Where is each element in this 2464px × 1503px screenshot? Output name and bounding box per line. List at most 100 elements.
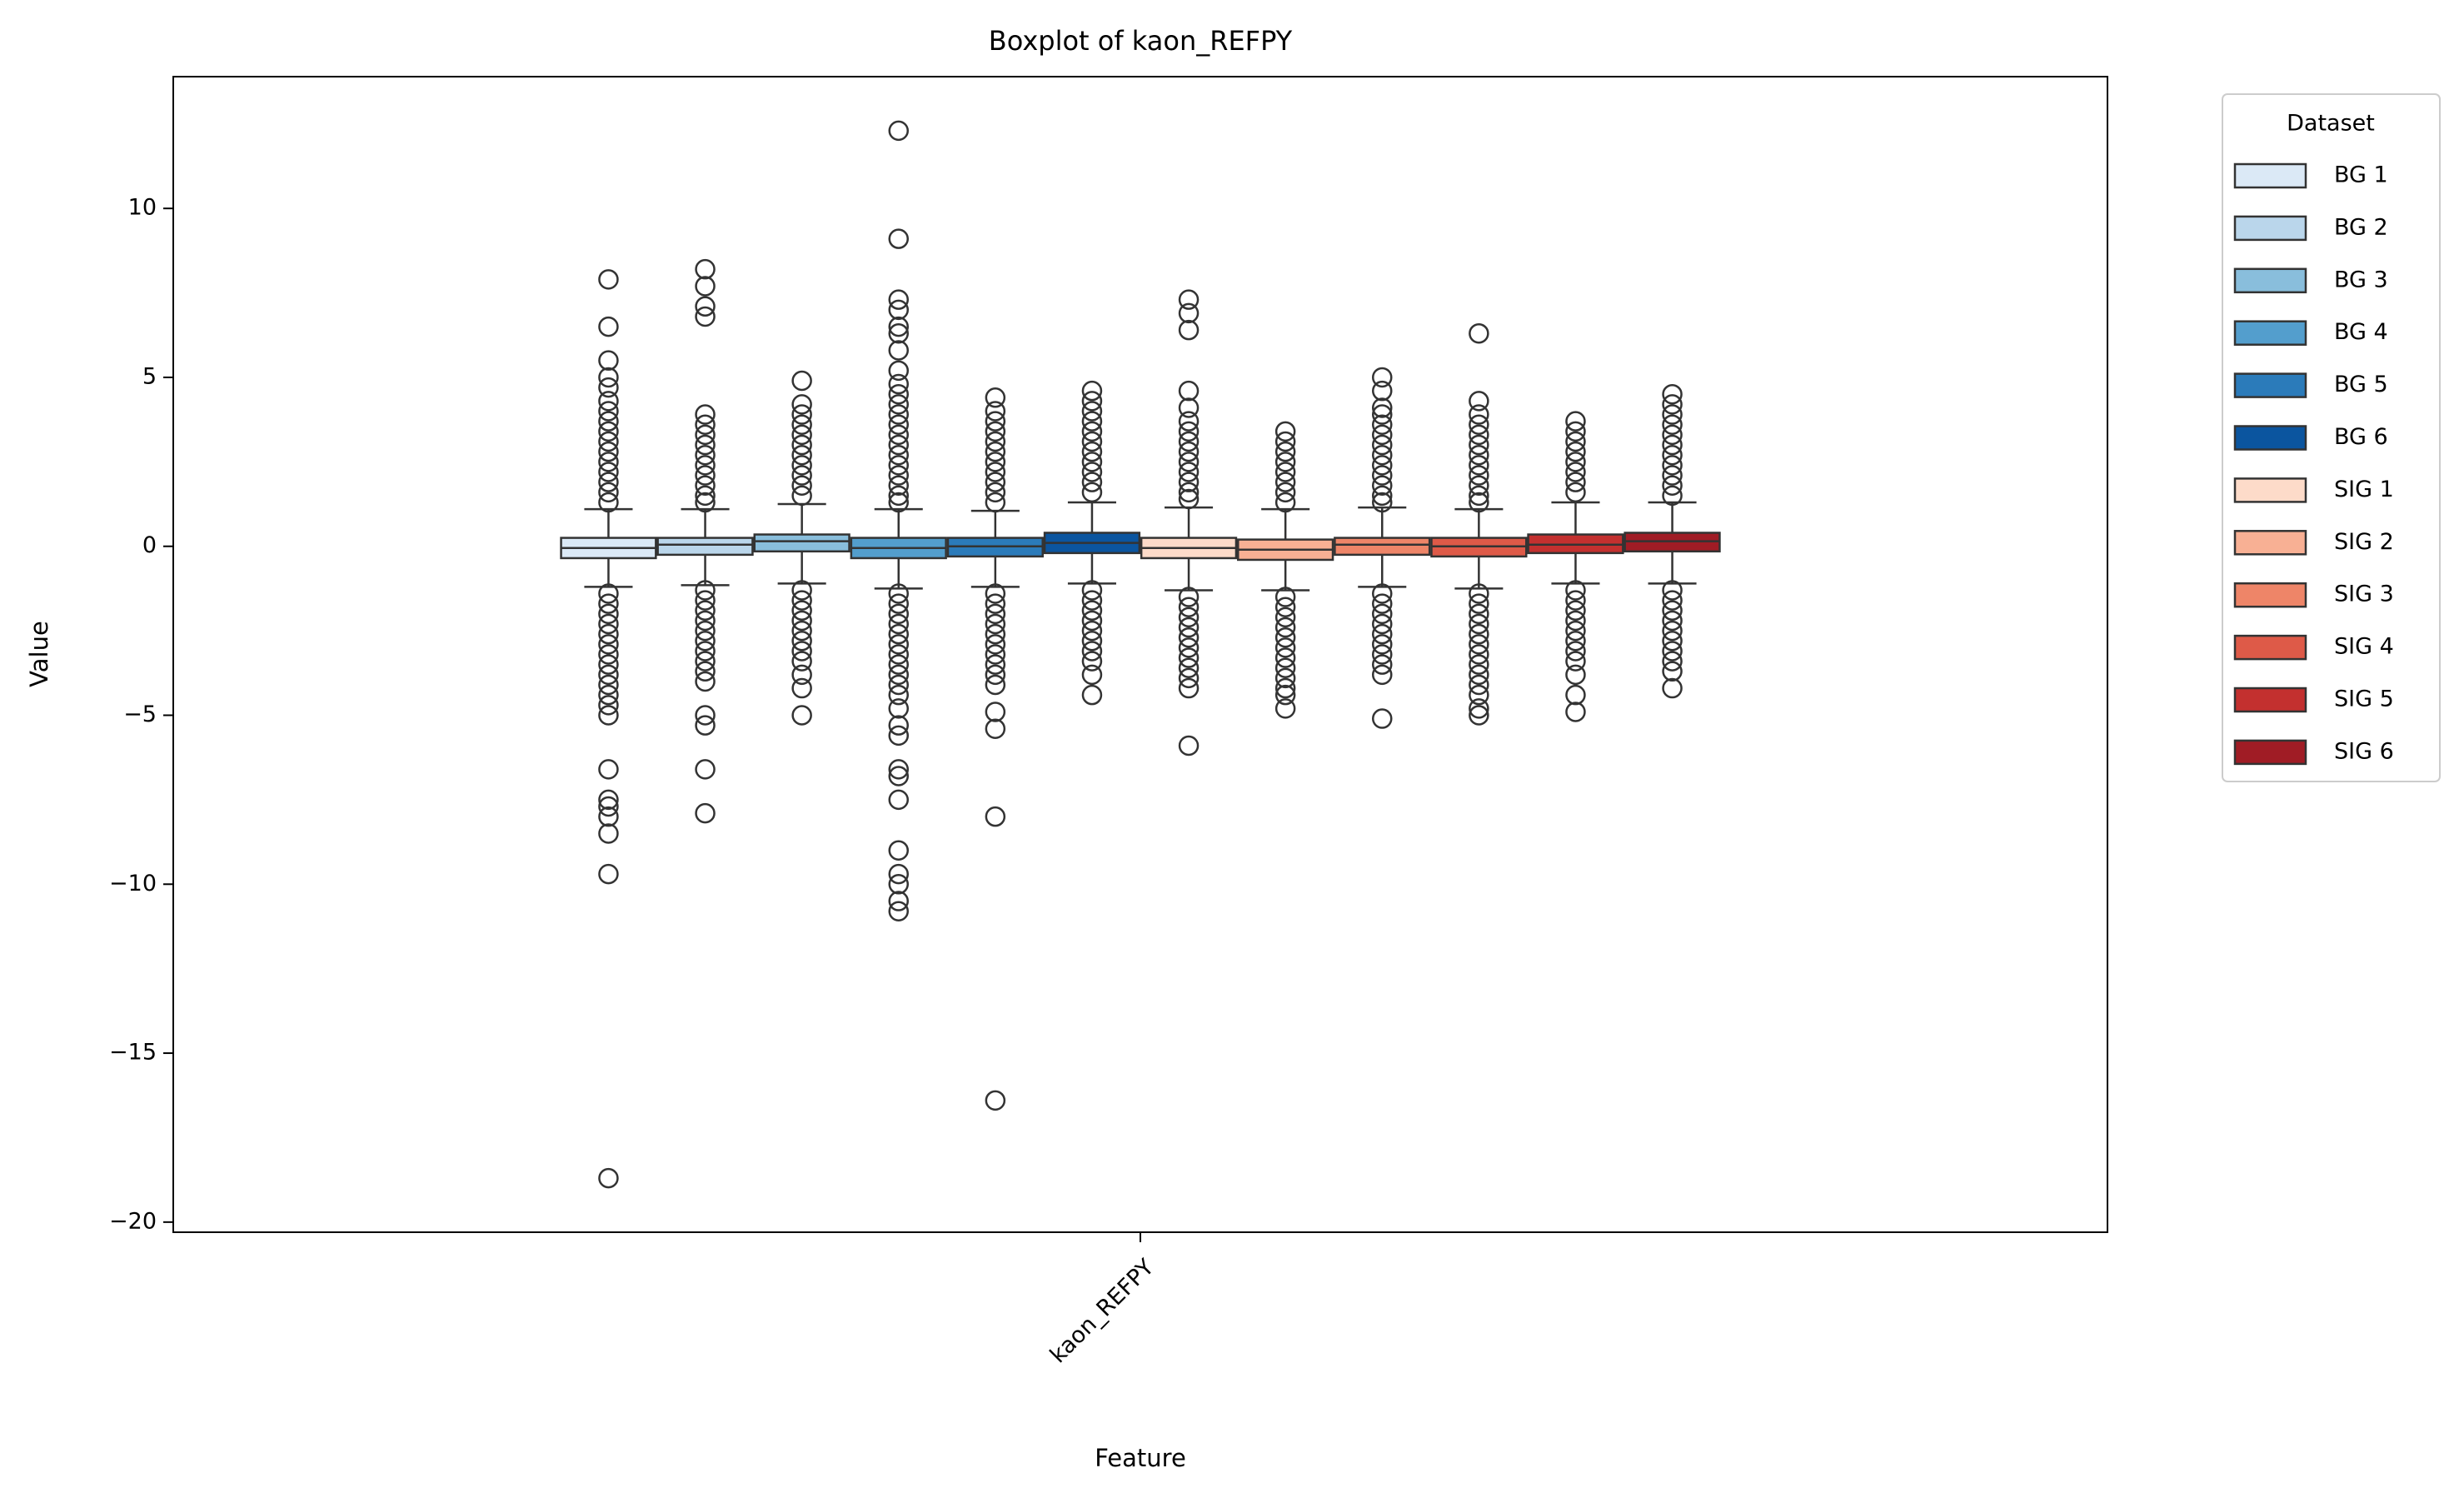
outlier [888, 715, 909, 736]
outlier [1081, 651, 1103, 672]
outlier [1565, 702, 1586, 722]
outlier [1081, 431, 1103, 452]
outlier [1274, 627, 1296, 648]
outlier [598, 593, 619, 614]
y-tick-label: −5 [123, 702, 157, 727]
outlier [985, 644, 1006, 665]
outlier [695, 258, 716, 280]
outlier [1081, 580, 1103, 601]
outlier [888, 299, 909, 321]
legend-frame [2222, 93, 2441, 782]
outlier [1469, 475, 1489, 496]
outlier [888, 316, 909, 337]
legend-swatch [2233, 687, 2307, 713]
outlier [1178, 441, 1200, 462]
y-tick-label: −10 [109, 871, 157, 896]
outlier [1469, 322, 1489, 344]
outlier [1662, 610, 1683, 632]
outlier [695, 715, 716, 736]
outlier [1178, 462, 1200, 482]
outlier [1469, 492, 1489, 513]
outlier [888, 654, 909, 675]
outlier [1662, 414, 1683, 435]
outlier [598, 634, 619, 655]
outlier [888, 698, 909, 719]
outlier [888, 228, 909, 249]
outlier [695, 276, 716, 297]
outlier [791, 465, 812, 486]
outlier [1178, 607, 1200, 628]
outlier [1662, 590, 1683, 611]
outlier [1469, 391, 1489, 412]
outlier [985, 441, 1006, 462]
outlier [1274, 431, 1296, 452]
outlier [1274, 492, 1296, 513]
legend-label: BG 4 [2334, 319, 2388, 345]
outlier [1372, 485, 1393, 507]
outlier [791, 620, 812, 642]
outlier [1372, 634, 1393, 655]
outlier [1178, 397, 1200, 418]
outlier [1274, 637, 1296, 658]
outlier [598, 684, 619, 706]
outlier [1081, 664, 1103, 686]
outlier [1662, 620, 1683, 642]
outlier [1178, 627, 1200, 648]
outlier [1081, 401, 1103, 422]
outlier [695, 444, 716, 466]
outlier [1178, 617, 1200, 638]
outlier [1372, 380, 1393, 402]
outlier [1469, 674, 1489, 696]
outlier [1274, 647, 1296, 668]
outlier [791, 434, 812, 456]
outlier [1081, 452, 1103, 472]
outlier [1469, 593, 1489, 614]
outlier [598, 452, 619, 472]
outlier [1178, 452, 1200, 472]
outlier [1274, 698, 1296, 719]
legend-swatch [2233, 739, 2307, 766]
outlier [888, 444, 909, 466]
outlier [598, 863, 619, 885]
outlier [1081, 600, 1103, 622]
outlier [695, 465, 716, 486]
outlier [1274, 667, 1296, 689]
outlier [791, 485, 812, 507]
outlier [1565, 441, 1586, 462]
outlier [791, 424, 812, 446]
outlier [1565, 580, 1586, 601]
legend-swatch [2233, 530, 2307, 556]
legend-label: SIG 2 [2334, 529, 2394, 555]
outlier [1274, 441, 1296, 462]
outlier [1469, 455, 1489, 476]
outlier [1662, 455, 1683, 476]
outlier [598, 377, 619, 398]
outlier [1274, 677, 1296, 699]
outlier [1469, 664, 1489, 686]
outlier [1274, 684, 1296, 706]
outlier [695, 424, 716, 446]
outlier [695, 641, 716, 662]
outlier [1081, 441, 1103, 462]
box [753, 533, 850, 553]
outlier [598, 391, 619, 412]
outlier [985, 593, 1006, 614]
outlier [598, 796, 619, 817]
outlier [695, 455, 716, 476]
x-tick-label: kaon_REFPY [1045, 1254, 1160, 1368]
outlier [1565, 590, 1586, 611]
outlier [1372, 455, 1393, 476]
outlier [791, 580, 812, 601]
outlier [1565, 664, 1586, 686]
legend-label: SIG 1 [2334, 477, 2394, 502]
outlier [888, 684, 909, 706]
outlier [985, 806, 1006, 827]
outlier [888, 863, 909, 885]
outlier [1274, 482, 1296, 503]
chart-title: Boxplot of kaon_REFPY [989, 25, 1293, 57]
legend-label: BG 3 [2334, 267, 2388, 292]
outlier [1469, 634, 1489, 655]
outlier [791, 641, 812, 662]
legend-swatch [2233, 634, 2307, 661]
legend-swatch [2233, 267, 2307, 294]
